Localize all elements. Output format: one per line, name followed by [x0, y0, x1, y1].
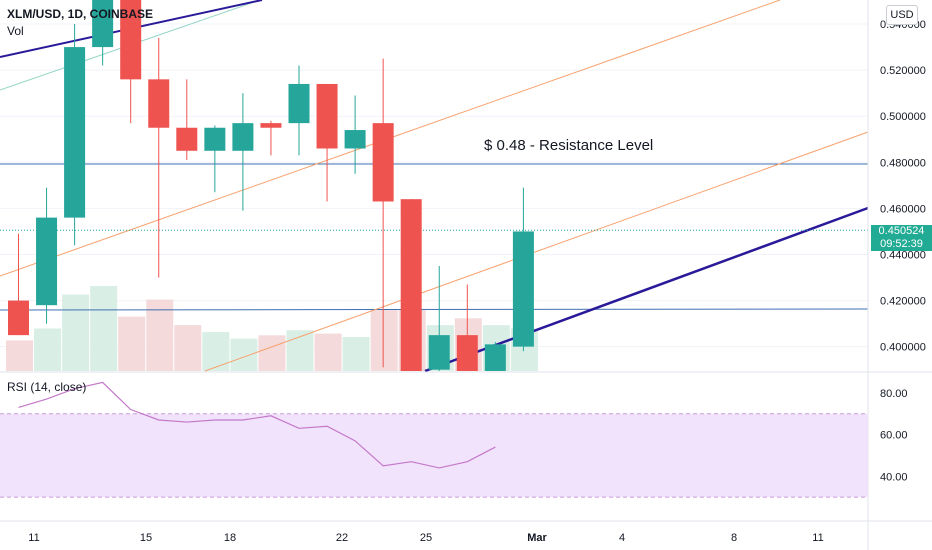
time-tick-label: 11: [812, 532, 823, 544]
time-tick-label: 25: [420, 532, 432, 544]
candle-body: [316, 83, 338, 149]
rsi-tick-label: 60.00: [880, 430, 908, 442]
volume-label: Vol: [7, 24, 24, 38]
price-tick-label: 0.400000: [880, 342, 926, 354]
volume-bar: [370, 309, 398, 371]
time-tick-label: 11: [28, 532, 39, 544]
candle-body: [456, 335, 478, 371]
rsi-tick-label: 40.00: [880, 471, 908, 483]
time-tick-label: Mar: [527, 532, 547, 544]
volume-bar: [258, 335, 286, 371]
candles: [8, 0, 534, 371]
volume-bar: [118, 316, 146, 371]
volume-bar: [90, 286, 118, 371]
last-price-value: 0.450524: [878, 225, 925, 237]
time-tick-label: 4: [619, 532, 625, 544]
rsi-label: RSI (14, close): [7, 380, 87, 394]
price-tick-label: 0.500000: [880, 111, 926, 123]
volume-bar: [314, 333, 342, 371]
rsi-tick-label: 80.00: [880, 388, 908, 400]
candle-body: [232, 123, 254, 151]
candle-body: [120, 0, 142, 80]
candle-body: [288, 83, 310, 124]
candle-body: [148, 79, 170, 128]
volume-bar: [174, 325, 202, 371]
candle-body: [372, 123, 394, 202]
support-line: [0, 308, 869, 311]
candle-body: [176, 127, 198, 151]
price-tick-label: 0.520000: [880, 65, 926, 77]
candle-body: [8, 300, 29, 336]
candle-body: [36, 217, 58, 306]
bar-countdown: 09:52:39: [880, 238, 923, 250]
time-tick-label: 8: [731, 532, 737, 544]
candle-body: [260, 123, 282, 128]
rsi-band: [0, 413, 868, 498]
rsi-line: [18, 381, 496, 469]
candle-body: [484, 344, 506, 371]
candle-body: [204, 127, 226, 151]
time-tick-label: 22: [336, 532, 348, 544]
price-tick-label: 0.480000: [880, 157, 926, 169]
price-tick-label: 0.440000: [880, 249, 926, 261]
last-price-tag: 0.450524 09:52:39: [871, 225, 932, 251]
volume-bar: [146, 299, 174, 371]
trendline-bottom: [424, 206, 869, 373]
candle-body: [400, 199, 422, 371]
rsi-pane: 80.00 60.00 40.00: [0, 371, 932, 498]
volume-bar: [34, 328, 62, 371]
volume-bar: [62, 294, 90, 371]
volume-bar: [202, 331, 230, 371]
candle-body: [92, 0, 114, 48]
symbol-title: XLM/USD, 1D, COINBASE: [7, 7, 154, 21]
volume-bars: [6, 286, 538, 371]
price-tick-label: 0.420000: [880, 296, 926, 308]
time-axis: 11 15 18 22 25 Mar 4 8 11: [0, 520, 932, 544]
resistance-annotation: $ 0.48 - Resistance Level: [484, 137, 654, 154]
time-tick-label: 18: [224, 532, 236, 544]
currency-button[interactable]: USD: [886, 5, 918, 25]
candle-body: [428, 335, 450, 370]
price-tick-label: 0.460000: [880, 203, 926, 215]
channel-lower: [204, 131, 869, 372]
volume-bar: [230, 338, 258, 371]
time-tick-label: 15: [140, 532, 152, 544]
volume-bar: [342, 337, 370, 371]
candle-body: [64, 47, 86, 218]
volume-bar: [6, 340, 33, 371]
price-axis: 0.5400000.5200000.5000000.4800000.460000…: [867, 0, 926, 550]
candle-body: [344, 130, 366, 149]
candle-body: [512, 231, 534, 347]
